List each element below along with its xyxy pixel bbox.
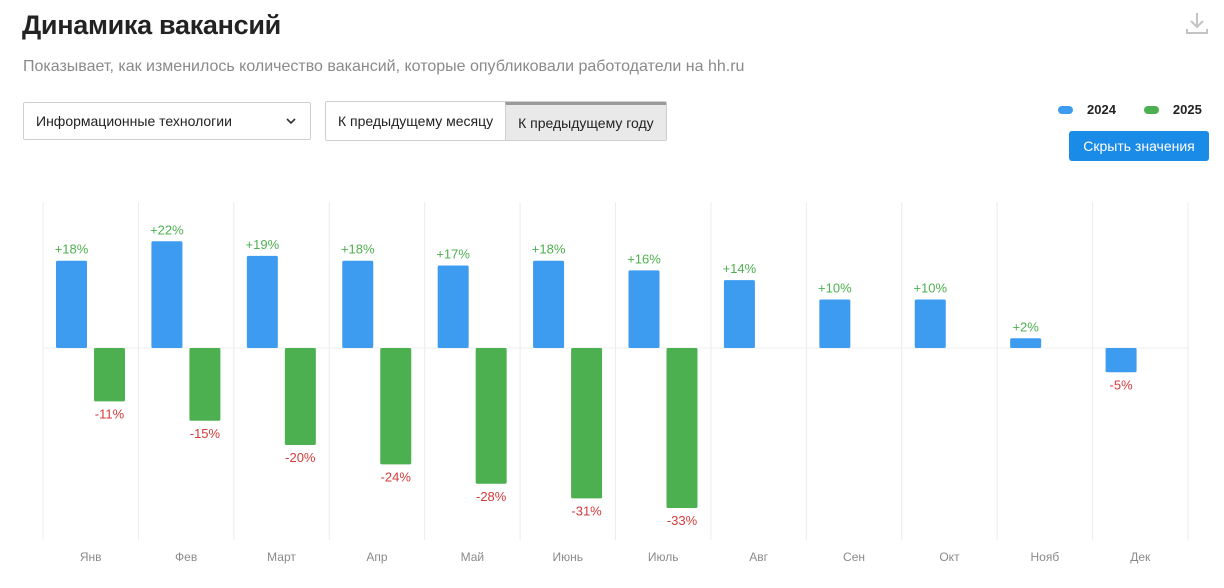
bar-2024-Авг bbox=[723, 280, 755, 348]
industry-select[interactable]: Информационные технологии bbox=[23, 102, 311, 140]
page-title: Динамика вакансий bbox=[22, 10, 281, 40]
bar-2024-Июнь bbox=[533, 260, 565, 348]
download-icon[interactable] bbox=[1184, 10, 1210, 36]
bar-2025-Апр bbox=[380, 348, 412, 465]
legend-label-2025: 2025 bbox=[1172, 102, 1202, 117]
bar-2024-Май bbox=[437, 265, 469, 348]
data-label-2025-Май: -28% bbox=[476, 489, 507, 504]
legend-swatch-2025 bbox=[1143, 105, 1159, 114]
data-label-2025-Июль: -33% bbox=[667, 513, 698, 528]
x-tick-label: Дек bbox=[1130, 550, 1151, 564]
legend-swatch-2024 bbox=[1058, 105, 1073, 114]
compare-prev-month-button[interactable]: К предыдущему месяцу bbox=[326, 102, 506, 140]
data-label-2024-Апр: +18% bbox=[341, 242, 375, 257]
legend-label-2024: 2024 bbox=[1087, 102, 1116, 117]
bar-2024-Апр bbox=[342, 260, 374, 348]
data-label-2025-Фев: -15% bbox=[190, 426, 221, 441]
bar-2025-Фев bbox=[189, 348, 221, 421]
x-tick-label: Авг bbox=[749, 550, 768, 564]
bar-2025-Март bbox=[284, 348, 316, 445]
x-tick-label: Нояб bbox=[1031, 550, 1060, 564]
chevron-down-icon bbox=[286, 118, 296, 125]
data-label-2024-Май: +17% bbox=[436, 247, 470, 262]
page-subtitle: Показывает, как изменилось количество ва… bbox=[23, 58, 745, 75]
data-label-2024-Сен: +10% bbox=[818, 281, 852, 296]
x-tick-label: Окт bbox=[939, 550, 960, 564]
x-tick-label: Апр bbox=[366, 550, 388, 564]
data-label-2024-Дек: -5% bbox=[1110, 377, 1134, 392]
legend-item-2025[interactable]: 2025 bbox=[1143, 102, 1202, 117]
bar-2024-Сен bbox=[819, 299, 851, 348]
x-tick-label: Фев bbox=[175, 550, 197, 564]
bar-2024-Дек bbox=[1105, 348, 1137, 373]
bar-2025-Июнь bbox=[571, 348, 603, 499]
legend-item-2024[interactable]: 2024 bbox=[1058, 102, 1116, 117]
bar-2024-Фев bbox=[151, 241, 183, 348]
x-tick-label: Янв bbox=[80, 550, 102, 564]
data-label-2025-Апр: -24% bbox=[381, 469, 412, 484]
chart-legend: 2024 2025 bbox=[1058, 102, 1202, 117]
data-label-2025-Янв: -11% bbox=[95, 406, 125, 421]
data-label-2024-Нояб: +2% bbox=[1012, 319, 1039, 334]
x-tick-label: Март bbox=[267, 550, 296, 564]
bar-2025-Май bbox=[475, 348, 507, 484]
x-tick-label: Июль bbox=[648, 550, 679, 564]
data-label-2024-Янв: +18% bbox=[55, 242, 89, 257]
bar-2024-Окт bbox=[914, 299, 946, 348]
bar-2024-Март bbox=[246, 255, 278, 348]
bar-2024-Июль bbox=[628, 270, 660, 348]
compare-toggle: К предыдущему месяцу К предыдущему году bbox=[325, 101, 667, 141]
data-label-2024-Июль: +16% bbox=[627, 251, 661, 266]
x-tick-label: Сен bbox=[843, 550, 865, 564]
bar-2025-Янв bbox=[94, 348, 125, 402]
data-label-2024-Июнь: +18% bbox=[532, 242, 566, 257]
data-label-2024-Окт: +10% bbox=[913, 281, 947, 296]
bar-2025-Июль bbox=[666, 348, 698, 509]
data-label-2025-Июнь: -31% bbox=[571, 503, 602, 518]
data-label-2024-Фев: +22% bbox=[150, 222, 184, 237]
bar-2024-Янв bbox=[56, 260, 87, 348]
data-label-2025-Март: -20% bbox=[285, 450, 316, 465]
hide-values-button[interactable]: Скрыть значения bbox=[1069, 131, 1209, 161]
data-label-2024-Авг: +14% bbox=[723, 261, 757, 276]
industry-select-value: Информационные технологии bbox=[36, 113, 232, 129]
x-tick-label: Июнь bbox=[553, 550, 584, 564]
bar-2024-Нояб bbox=[1010, 338, 1042, 348]
data-label-2024-Март: +19% bbox=[246, 237, 280, 252]
x-tick-label: Май bbox=[461, 550, 485, 564]
compare-prev-year-button[interactable]: К предыдущему году bbox=[505, 102, 666, 140]
